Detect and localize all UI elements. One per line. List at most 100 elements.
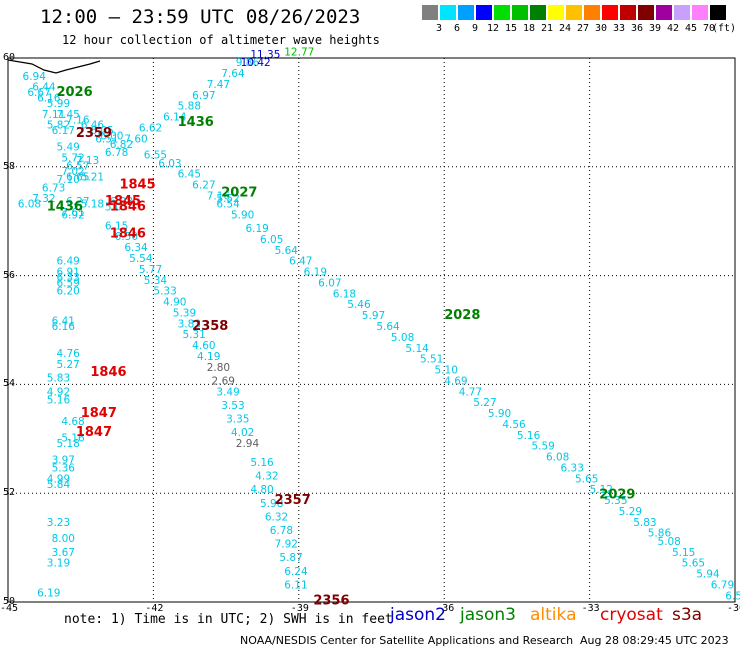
pass-time-label: 2029 — [599, 488, 635, 503]
wave-height-value: 6.27 — [192, 180, 215, 192]
wave-height-value: 5.18 — [56, 438, 79, 450]
wave-height-value: 6.08 — [18, 199, 41, 211]
wave-height-value: 6.78 — [270, 525, 293, 537]
wave-height-value: 6.07 — [318, 277, 341, 289]
wave-height-value: 5.08 — [657, 536, 680, 548]
wave-height-value: 6.19 — [37, 588, 60, 600]
wave-height-value: 6.16 — [52, 321, 76, 333]
wave-height-value: 6.00 — [100, 131, 123, 143]
credit-line: NOAA/NESDIS Center for Satellite Applica… — [240, 634, 574, 647]
colorbar-label: 24 — [558, 23, 572, 34]
wave-height-value: 6.67 — [27, 87, 50, 99]
wave-height-value: 4.69 — [444, 375, 467, 387]
wave-height-value: 6.46 — [81, 120, 105, 132]
wave-height-value: 5.65 — [575, 473, 598, 485]
wave-height-value: 5.33 — [153, 286, 176, 298]
wave-height-value: 6.27 — [66, 196, 89, 208]
wave-height-value: 7.13 — [76, 155, 99, 167]
wave-height-value: 6.78 — [105, 147, 128, 159]
colorbar-label: 42 — [666, 23, 680, 34]
wave-height-value: 6.34 — [124, 242, 148, 254]
wave-height-value: 10.42 — [241, 57, 271, 69]
greenland-coastline — [7, 59, 101, 74]
wave-height-value: 5.98 — [260, 498, 283, 510]
wave-height-value: 5.16 — [517, 430, 541, 442]
colorbar-label: 12 — [486, 23, 500, 34]
wave-height-value: 7.60 — [124, 133, 147, 145]
pass-time-label: 1847 — [81, 406, 117, 421]
wave-height-value: 5.65 — [682, 558, 705, 570]
pass-time-label: 1845 — [119, 178, 155, 193]
wave-height-value: 8.00 — [52, 533, 75, 545]
wave-height-value: 6.20 — [56, 286, 79, 298]
wave-height-value: 5.12 — [590, 484, 613, 496]
lat-tick-label: 50 — [3, 596, 16, 607]
wave-height-value: 5.82 — [47, 120, 70, 132]
satellite-legend-s3a: s3a — [672, 605, 703, 625]
wave-height-value: 5.27 — [56, 359, 79, 371]
colorbar-units: (ft) — [712, 23, 737, 34]
colorbar-swatch — [710, 5, 726, 20]
wave-height-value: 5.16 — [47, 394, 71, 406]
wave-height-value: 5.34 — [144, 275, 168, 287]
wave-height-value: 6.59 — [56, 277, 79, 289]
wave-height-value: 7.16 — [207, 190, 231, 202]
wave-height-value: 5.72 — [61, 152, 84, 164]
wave-height-value: 4.76 — [56, 348, 80, 360]
satellite-legend-cryosat: cryosat — [600, 605, 663, 625]
wave-height-value: 6.24 — [284, 566, 308, 578]
wave-height-value: 7.92 — [275, 539, 298, 551]
pass-time-label: 2026 — [56, 85, 92, 100]
wave-height-value: 5.88 — [178, 101, 201, 113]
wave-height-value: 4.68 — [61, 416, 84, 428]
wave-height-value: 5.08 — [391, 332, 414, 344]
colorbar-swatch — [548, 5, 564, 20]
lon-tick-label: -30 — [727, 603, 740, 614]
lon-tick-label: -36 — [436, 603, 455, 614]
wave-height-value: 11.35 — [250, 49, 280, 61]
page-title: 12:00 — 23:59 UTC 08/26/2023 — [40, 6, 361, 28]
lat-tick-label: 52 — [3, 487, 16, 499]
wave-height-value: 6.16 — [37, 93, 61, 105]
wave-height-value: 7.47 — [207, 79, 230, 91]
wave-height-value: 5.99 — [47, 98, 70, 110]
lon-tick-label: -45 — [0, 603, 19, 614]
wave-height-value: 7.02 — [61, 166, 84, 178]
wave-height-value: 5.84 — [47, 479, 71, 491]
wave-height-value: 6.57 — [66, 161, 89, 173]
generation-timestamp: Aug 28 08:29:45 UTC 2023 — [580, 634, 729, 647]
colorbar-label: 33 — [612, 23, 626, 34]
wave-height-value: 6.05 — [260, 234, 283, 246]
colorbar-swatch — [440, 5, 456, 20]
wave-height-value: 6.79 — [711, 579, 734, 591]
wave-height-value: 7.11 — [42, 109, 65, 121]
wave-height-value: 3.19 — [47, 558, 70, 570]
wave-height-value: 7.10 — [56, 174, 79, 186]
colorbar-label: 18 — [522, 23, 536, 34]
colorbar-label: 15 — [504, 23, 518, 34]
pass-time-label: 1846 — [110, 227, 146, 242]
pass-time-label: 1436 — [178, 115, 214, 130]
wave-height-value: 4.60 — [192, 340, 215, 352]
wave-height-value: 6.03 — [158, 158, 181, 170]
wave-height-value: 7.61 — [61, 207, 84, 219]
colorbar-swatch — [458, 5, 474, 20]
wave-height-value: 5.90 — [488, 408, 511, 420]
wave-height-value: 5.16 — [61, 433, 85, 445]
wave-height-value: 6.51 — [95, 133, 118, 145]
colorbar-label: 30 — [594, 23, 608, 34]
wave-height-value: 6.32 — [265, 511, 288, 523]
wave-height-value: 4.90 — [163, 297, 186, 309]
wave-height-value: 6.17 — [52, 125, 75, 137]
wave-height-tracks: 6.946.446.676.165.997.457.11 7.165.82 6.46… — [18, 46, 740, 602]
pass-time-label: 1845 — [105, 194, 141, 209]
wave-height-value: 6.54 — [216, 199, 240, 211]
wave-height-value: 6.97 — [192, 90, 215, 102]
pass-time-label: 1436 — [47, 199, 83, 214]
wave-height-value: 5.94 — [696, 569, 720, 581]
colorbar-swatch — [584, 5, 600, 20]
wave-height-value: 4.02 — [231, 427, 254, 439]
wave-height-value: 5.49 — [56, 141, 79, 153]
colorbar-label: 70 — [702, 23, 716, 34]
wave-height-value: 7.64 — [221, 68, 245, 80]
